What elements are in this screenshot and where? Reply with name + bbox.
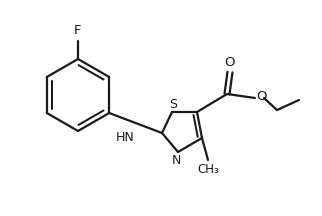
Text: S: S bbox=[169, 98, 177, 111]
Text: N: N bbox=[171, 154, 181, 167]
Text: CH₃: CH₃ bbox=[197, 163, 219, 176]
Text: HN: HN bbox=[116, 131, 135, 144]
Text: O: O bbox=[256, 91, 267, 103]
Text: O: O bbox=[225, 56, 235, 69]
Text: F: F bbox=[74, 24, 82, 37]
